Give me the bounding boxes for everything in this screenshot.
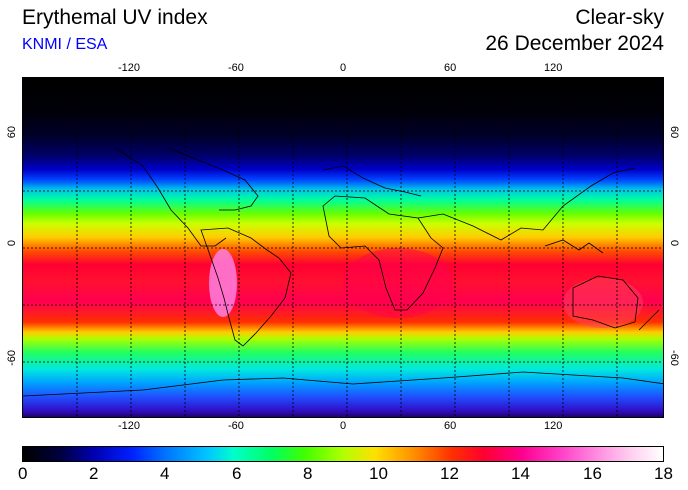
map-title: Erythemal UV index — [22, 6, 208, 29]
lon-tick-bottom-5: 120 — [544, 420, 563, 432]
lon-tick-bottom-3: 0 — [340, 420, 347, 432]
lon-tick-bottom-1: -120 — [118, 420, 141, 432]
lon-tick-bottom-2: -60 — [228, 420, 244, 432]
product-type: Clear-sky — [575, 6, 664, 29]
lon-tick-top-3: 0 — [340, 62, 347, 74]
lon-tick-bottom-4: 60 — [444, 420, 457, 432]
colorbar-label-0: 0 — [18, 464, 28, 483]
lat-tick-right-1: 60 — [668, 126, 680, 139]
lon-tick-top-1: -120 — [118, 62, 141, 74]
colorbar-label-8: 8 — [303, 464, 313, 483]
andes-hotspot — [209, 249, 237, 317]
lat-tick-left-1: 60 — [6, 126, 18, 139]
colorbar-label-16: 16 — [583, 464, 602, 483]
map-organization: KNMI / ESA — [22, 36, 108, 53]
lat-tick-left-2: 0 — [6, 240, 18, 247]
lat-tick-right-3: -60 — [668, 350, 680, 366]
lon-tick-top-2: -60 — [228, 62, 244, 74]
australia-hotspot — [563, 278, 643, 328]
colorbar-label-2: 2 — [89, 464, 99, 483]
colorbar-label-12: 12 — [440, 464, 459, 483]
colorbar-label-10: 10 — [369, 464, 388, 483]
colorbar-label-6: 6 — [232, 464, 242, 483]
map-date: 26 December 2024 — [485, 32, 664, 55]
colorbar-label-14: 14 — [511, 464, 530, 483]
uv-colorbar — [22, 446, 664, 462]
colorbar-label-18: 18 — [654, 464, 673, 483]
map-overlay — [23, 78, 663, 417]
lat-tick-right-2: 0 — [668, 240, 680, 247]
coastlines — [23, 147, 663, 397]
graticule — [23, 78, 663, 417]
colorbar-label-4: 4 — [160, 464, 170, 483]
lon-tick-top-5: 120 — [544, 62, 563, 74]
africa-hotspot — [343, 248, 453, 318]
lat-tick-left-3: -60 — [6, 350, 18, 366]
lon-tick-top-4: 60 — [444, 62, 457, 74]
uv-map — [22, 77, 664, 418]
